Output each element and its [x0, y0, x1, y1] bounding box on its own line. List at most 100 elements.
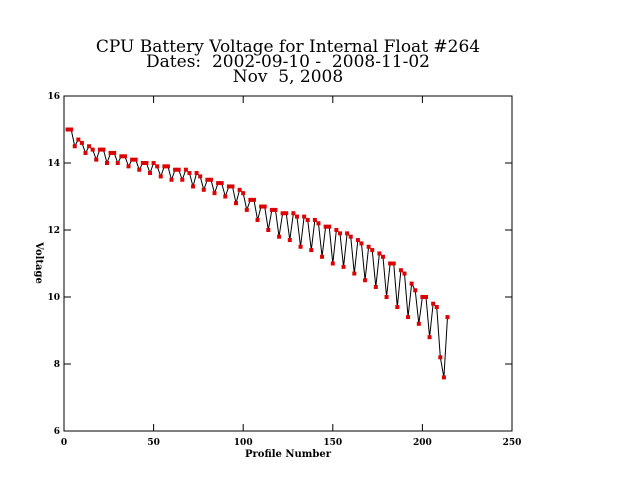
voltage-point: [191, 184, 196, 189]
y-tick-label: 6: [54, 427, 60, 437]
voltage-point: [176, 167, 181, 172]
voltage-point: [208, 177, 213, 182]
voltage-point: [273, 207, 278, 212]
voltage-point: [155, 164, 160, 169]
voltage-point: [194, 171, 199, 176]
x-axis-label: Profile Number: [245, 449, 332, 460]
voltage-point: [323, 224, 328, 229]
voltage-point: [413, 288, 418, 293]
chart-subtitle: Dates: 2002-09-10 - 2008-11-02: [146, 52, 430, 72]
voltage-point: [341, 264, 346, 269]
voltage-point: [158, 174, 163, 179]
voltage-point: [398, 268, 403, 273]
plot-frame: [63, 95, 513, 432]
voltage-point: [370, 248, 375, 253]
voltage-point: [337, 231, 342, 236]
x-tick-label: 0: [61, 438, 67, 448]
voltage-point: [162, 164, 167, 169]
voltage-point: [377, 251, 382, 256]
voltage-point: [395, 305, 400, 310]
x-tick-label: 50: [147, 438, 160, 448]
y-tick-label: 10: [47, 293, 60, 303]
voltage-point: [409, 281, 414, 286]
voltage-point: [69, 127, 74, 132]
voltage-point: [280, 211, 285, 216]
voltage-point: [441, 375, 446, 380]
voltage-point: [180, 177, 185, 182]
voltage-point: [320, 254, 325, 259]
voltage-point: [112, 150, 117, 155]
voltage-point: [212, 191, 217, 196]
voltage-point: [119, 154, 124, 159]
voltage-point: [151, 161, 156, 165]
voltage-point: [298, 244, 303, 249]
voltage-point: [312, 217, 317, 222]
voltage-point: [241, 191, 246, 196]
voltage-point: [416, 321, 421, 326]
voltage-point: [309, 248, 314, 253]
y-tick-label: 8: [54, 360, 60, 370]
voltage-point: [402, 271, 407, 276]
voltage-point: [380, 254, 385, 259]
y-axis-label: Voltage: [33, 241, 44, 284]
voltage-point: [269, 207, 274, 212]
voltage-point: [305, 217, 310, 222]
voltage-point: [87, 144, 92, 149]
voltage-point: [201, 187, 206, 192]
voltage-point: [79, 140, 84, 145]
voltage-point: [352, 271, 357, 276]
voltage-point: [384, 295, 389, 299]
voltage-point: [266, 228, 271, 232]
voltage-point: [445, 315, 450, 320]
voltage-point: [97, 147, 102, 152]
voltage-point: [137, 167, 142, 172]
voltage-point: [108, 150, 113, 155]
voltage-point: [359, 241, 364, 246]
voltage-point: [316, 221, 321, 226]
voltage-point: [183, 167, 188, 172]
voltage-point: [259, 204, 264, 209]
voltage-point: [65, 127, 70, 132]
voltage-point: [244, 207, 249, 212]
voltage-point: [284, 211, 289, 216]
voltage-point: [230, 184, 235, 189]
voltage-point: [391, 261, 396, 266]
chart-date: Nov 5, 2008: [233, 67, 343, 87]
voltage-point: [219, 181, 224, 186]
voltage-point: [169, 177, 174, 182]
voltage-point: [198, 174, 203, 179]
voltage-point: [287, 238, 292, 243]
y-tick-label: 16: [47, 92, 60, 102]
voltage-point: [90, 147, 95, 152]
voltage-point: [223, 194, 228, 199]
chart-title: CPU Battery Voltage for Internal Float #…: [96, 37, 480, 57]
voltage-point: [105, 161, 110, 165]
voltage-point: [130, 157, 135, 162]
voltage-point: [126, 164, 131, 169]
voltage-point: [148, 171, 153, 176]
voltage-point: [72, 144, 77, 149]
voltage-point: [216, 181, 221, 186]
voltage-point: [255, 217, 260, 222]
voltage-point: [427, 335, 432, 340]
voltage-point: [248, 197, 253, 202]
voltage-point: [187, 171, 192, 176]
voltage-point: [366, 244, 371, 249]
voltage-point: [140, 161, 145, 165]
voltage-point: [355, 238, 360, 243]
x-tick-label: 200: [413, 438, 432, 448]
voltage-point: [334, 228, 339, 232]
voltage-point: [165, 164, 170, 169]
voltage-point: [173, 167, 178, 172]
voltage-point: [348, 234, 353, 239]
voltage-point: [144, 161, 149, 165]
voltage-point: [226, 184, 231, 189]
voltage-point: [420, 295, 425, 299]
x-tick-label: 250: [503, 438, 522, 448]
voltage-point: [330, 261, 335, 266]
voltage-point: [423, 295, 428, 299]
voltage-point: [133, 157, 138, 162]
voltage-point: [438, 355, 443, 360]
voltage-point: [76, 137, 81, 142]
